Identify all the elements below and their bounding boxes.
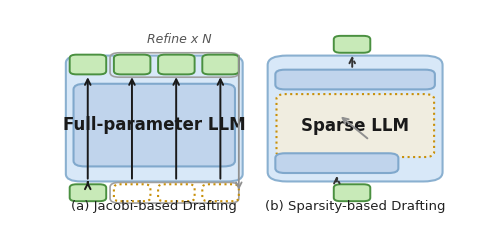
Text: Full-parameter LLM: Full-parameter LLM	[63, 116, 246, 134]
FancyBboxPatch shape	[275, 153, 398, 173]
FancyBboxPatch shape	[202, 55, 239, 74]
FancyBboxPatch shape	[268, 56, 442, 182]
FancyBboxPatch shape	[69, 184, 106, 201]
Text: Refine x N: Refine x N	[147, 33, 212, 46]
FancyBboxPatch shape	[276, 94, 434, 157]
FancyBboxPatch shape	[158, 55, 194, 74]
Text: Sparse LLM: Sparse LLM	[301, 117, 409, 135]
FancyBboxPatch shape	[73, 84, 235, 166]
FancyBboxPatch shape	[334, 36, 371, 53]
FancyBboxPatch shape	[66, 56, 243, 182]
FancyBboxPatch shape	[69, 55, 106, 74]
FancyBboxPatch shape	[334, 184, 371, 201]
Text: (a) Jacobi-based Drafting: (a) Jacobi-based Drafting	[71, 200, 237, 214]
FancyBboxPatch shape	[275, 70, 435, 89]
FancyBboxPatch shape	[114, 55, 150, 74]
Text: (b) Sparsity-based Drafting: (b) Sparsity-based Drafting	[265, 200, 445, 214]
